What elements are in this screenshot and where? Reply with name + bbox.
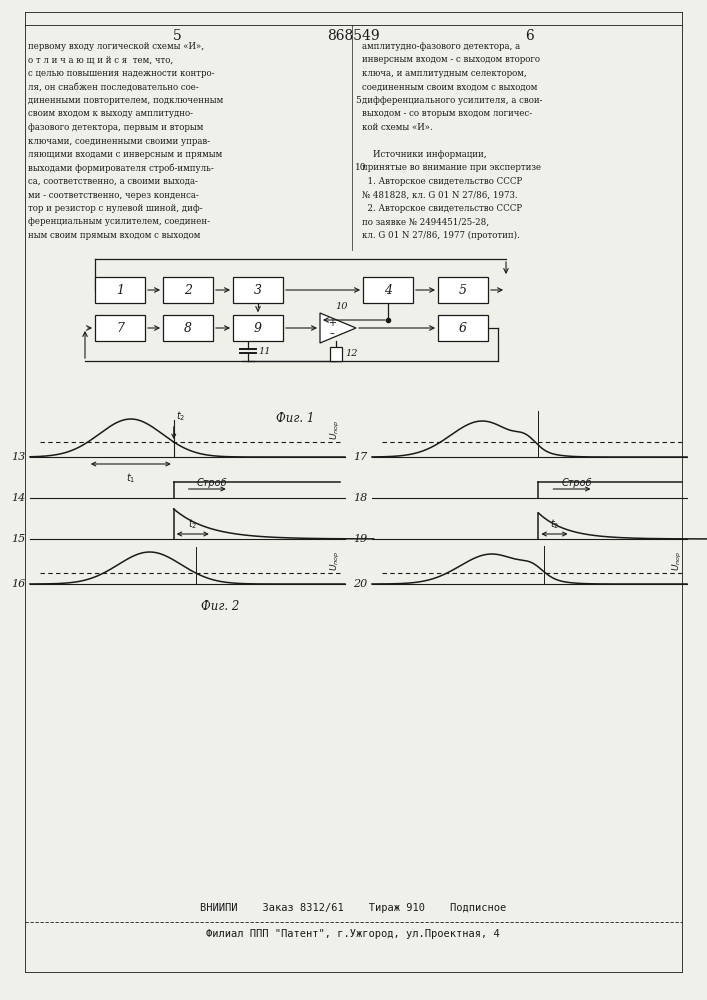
Text: 4: 4 [384, 284, 392, 296]
Text: по заявке № 2494451/25-28,: по заявке № 2494451/25-28, [362, 218, 489, 227]
Text: $t_2$: $t_2$ [550, 517, 559, 531]
Text: 12: 12 [345, 350, 358, 359]
Text: фазового детектора, первым и вторым: фазового детектора, первым и вторым [28, 123, 204, 132]
Text: Источники информации,: Источники информации, [362, 150, 486, 159]
Text: 17: 17 [353, 452, 367, 462]
Text: 5: 5 [459, 284, 467, 296]
Text: 5: 5 [173, 29, 182, 43]
Text: 868549: 868549 [327, 29, 380, 43]
Text: 1. Авторское свидетельство СССР: 1. Авторское свидетельство СССР [362, 177, 522, 186]
Text: 16: 16 [11, 579, 25, 589]
Text: 19: 19 [353, 534, 367, 544]
Text: дифференциального усилителя, а свои-: дифференциального усилителя, а свои- [362, 96, 542, 105]
Text: № 481828, кл. G 01 N 27/86, 1973.: № 481828, кл. G 01 N 27/86, 1973. [362, 190, 518, 200]
Text: Строб: Строб [197, 478, 227, 488]
Text: ВНИИПИ    Заказ 8312/61    Тираж 910    Подписное: ВНИИПИ Заказ 8312/61 Тираж 910 Подписное [200, 903, 506, 913]
Text: 6: 6 [459, 322, 467, 334]
Text: 13: 13 [11, 452, 25, 462]
Text: о т л и ч а ю щ и й с я  тем, что,: о т л и ч а ю щ и й с я тем, что, [28, 55, 173, 64]
Text: ференциальным усилителем, соединен-: ференциальным усилителем, соединен- [28, 218, 210, 227]
Text: первому входу логической схемы «И»,: первому входу логической схемы «И», [28, 42, 204, 51]
Text: 3: 3 [254, 284, 262, 296]
Text: –: – [329, 328, 334, 338]
Text: ля, он снабжен последовательно сое-: ля, он снабжен последовательно сое- [28, 83, 199, 92]
Text: кой схемы «И».: кой схемы «И». [362, 123, 433, 132]
Text: своим входом к выходу амплитудно-: своим входом к выходу амплитудно- [28, 109, 193, 118]
Text: Филиал ППП "Патент", г.Ужгород, ул.Проектная, 4: Филиал ППП "Патент", г.Ужгород, ул.Проек… [206, 929, 500, 939]
Text: выходом - со вторым входом логичес-: выходом - со вторым входом логичес- [362, 109, 532, 118]
Text: 7: 7 [116, 322, 124, 334]
Text: 1: 1 [116, 284, 124, 296]
Text: ляющими входами с инверсным и прямым: ляющими входами с инверсным и прямым [28, 150, 222, 159]
Text: с целью повышения надежности контро-: с целью повышения надежности контро- [28, 69, 214, 78]
Text: диненными повторителем, подключенным: диненными повторителем, подключенным [28, 96, 223, 105]
Bar [163, 277, 213, 303]
Bar [438, 315, 488, 341]
Text: 15: 15 [11, 534, 25, 544]
Text: выходами формирователя строб-импуль-: выходами формирователя строб-импуль- [28, 163, 214, 173]
Text: 2: 2 [184, 284, 192, 296]
Text: 18: 18 [353, 493, 367, 503]
Text: $t_1$: $t_1$ [126, 471, 136, 485]
Text: ключами, соединенными своими управ-: ключами, соединенными своими управ- [28, 136, 210, 145]
Text: 8: 8 [184, 322, 192, 334]
Text: са, соответственно, а своими выхода-: са, соответственно, а своими выхода- [28, 177, 198, 186]
Text: инверсным входом - с выходом второго: инверсным входом - с выходом второго [362, 55, 540, 64]
Text: амплитудно-фазового детектора, а: амплитудно-фазового детектора, а [362, 42, 520, 51]
Text: 5: 5 [355, 96, 361, 105]
Text: $U_{пор}$: $U_{пор}$ [329, 551, 342, 571]
Text: принятые во внимание при экспертизе: принятые во внимание при экспертизе [362, 163, 541, 172]
Text: 6: 6 [525, 29, 534, 43]
Text: кл. G 01 N 27/86, 1977 (прототип).: кл. G 01 N 27/86, 1977 (прототип). [362, 231, 520, 240]
Text: Строб: Строб [561, 478, 592, 488]
Text: 14: 14 [11, 493, 25, 503]
Text: 20: 20 [353, 579, 367, 589]
Text: ключа, и амплитудным селектором,: ключа, и амплитудным селектором, [362, 69, 527, 78]
Bar [363, 277, 413, 303]
Bar [163, 315, 213, 341]
Text: ным своим прямым входом с выходом: ным своим прямым входом с выходом [28, 231, 200, 240]
Text: +: + [328, 318, 336, 328]
Text: Фиг. 1: Фиг. 1 [276, 412, 314, 424]
Bar [233, 315, 283, 341]
Bar [95, 315, 145, 341]
Polygon shape [320, 313, 356, 343]
Text: 9: 9 [254, 322, 262, 334]
Text: ми - соответственно, через конденса-: ми - соответственно, через конденса- [28, 190, 199, 200]
Bar [95, 277, 145, 303]
Text: Фиг. 2: Фиг. 2 [201, 600, 239, 613]
Text: $t_2$: $t_2$ [176, 409, 185, 423]
Text: 2. Авторское свидетельство СССР: 2. Авторское свидетельство СССР [362, 204, 522, 213]
Bar [233, 277, 283, 303]
Text: $t_2$: $t_2$ [188, 517, 197, 531]
Text: тор и резистор с нулевой шиной, диф-: тор и резистор с нулевой шиной, диф- [28, 204, 203, 213]
Text: соединенным своим входом с выходом: соединенным своим входом с выходом [362, 83, 537, 92]
Text: $U_{пор}$: $U_{пор}$ [671, 551, 684, 571]
Bar [330, 347, 342, 361]
Text: 10: 10 [336, 302, 349, 311]
Text: 10: 10 [355, 163, 366, 172]
Text: $U_{пор}$: $U_{пор}$ [329, 420, 342, 440]
Bar [438, 277, 488, 303]
Text: 11: 11 [258, 347, 271, 356]
